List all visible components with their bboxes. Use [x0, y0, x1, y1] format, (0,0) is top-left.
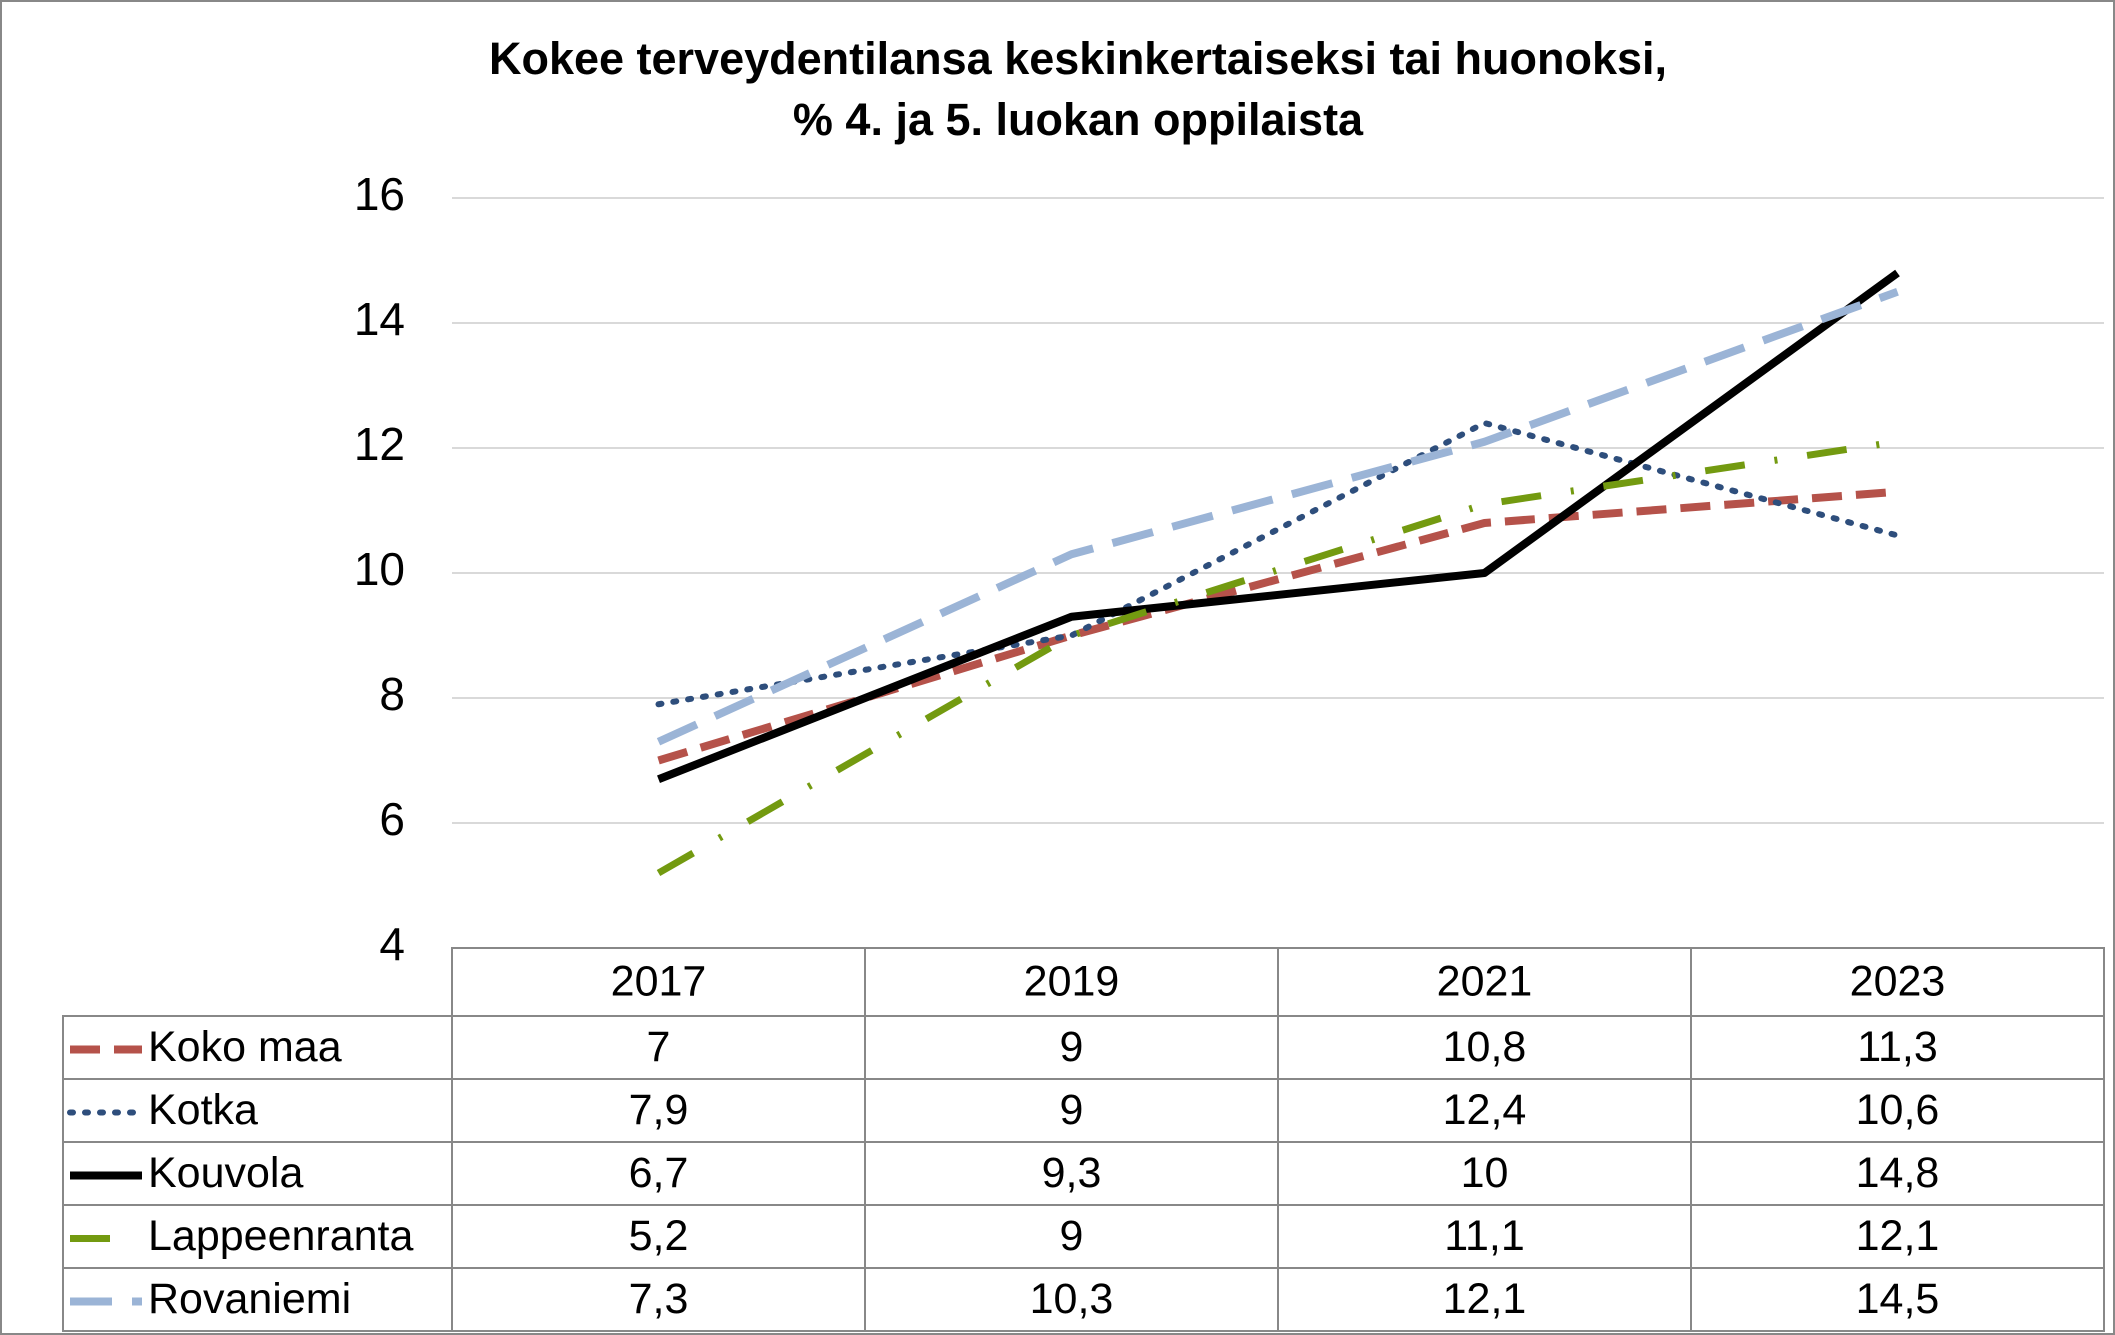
y-tick-label: 10 — [354, 543, 405, 595]
data-label: 9 — [1060, 1023, 1084, 1071]
data-label: 12,1 — [1443, 1275, 1527, 1323]
data-label: 12,4 — [1443, 1086, 1527, 1134]
data-label: 9 — [1060, 1212, 1084, 1260]
y-tick-label: 4 — [379, 918, 405, 970]
data-label: 6,7 — [629, 1149, 689, 1197]
series-line — [656, 438, 1899, 877]
data-label: 5,2 — [629, 1212, 689, 1260]
y-tick-label: 8 — [379, 668, 405, 720]
x-tick-label: 2019 — [1024, 957, 1120, 1005]
data-label: 10,6 — [1856, 1086, 1940, 1134]
data-label: 11,1 — [1444, 1212, 1525, 1260]
legend-label: Lappeenranta — [148, 1212, 413, 1260]
data-label: 7,3 — [629, 1275, 689, 1323]
data-label: 12,1 — [1856, 1212, 1940, 1260]
legend-label: Koko maa — [148, 1023, 342, 1071]
series-line — [656, 287, 1899, 746]
series-line — [657, 269, 1900, 783]
data-label: 10,8 — [1443, 1023, 1527, 1071]
x-tick-label: 2017 — [611, 957, 707, 1005]
data-label: 7,9 — [629, 1086, 689, 1134]
legend-label: Kouvola — [148, 1149, 303, 1197]
table-body-frame — [62, 1015, 2105, 1332]
y-tick-label: 12 — [354, 418, 405, 470]
y-tick-label: 16 — [354, 168, 405, 220]
data-label: 7 — [647, 1023, 671, 1071]
data-label: 14,8 — [1856, 1149, 1940, 1197]
data-label: 10 — [1461, 1149, 1509, 1197]
series-line — [655, 420, 1901, 708]
chart-title: % 4. ja 5. luokan oppilaista — [793, 94, 1364, 145]
legend-label: Rovaniemi — [148, 1275, 351, 1323]
legend-label: Kotka — [148, 1086, 258, 1134]
chart-title: Kokee terveydentilansa keskinkertaiseksi… — [489, 33, 1667, 84]
y-tick-label: 14 — [354, 293, 405, 345]
y-tick-label: 6 — [379, 793, 405, 845]
data-label: 10,3 — [1030, 1275, 1114, 1323]
data-label: 9 — [1060, 1086, 1084, 1134]
data-label: 11,3 — [1857, 1023, 1938, 1071]
series-line — [657, 487, 1898, 765]
data-label: 14,5 — [1856, 1275, 1940, 1323]
x-tick-label: 2021 — [1437, 957, 1533, 1005]
x-tick-label: 2023 — [1850, 957, 1946, 1005]
data-label: 9,3 — [1042, 1149, 1102, 1197]
